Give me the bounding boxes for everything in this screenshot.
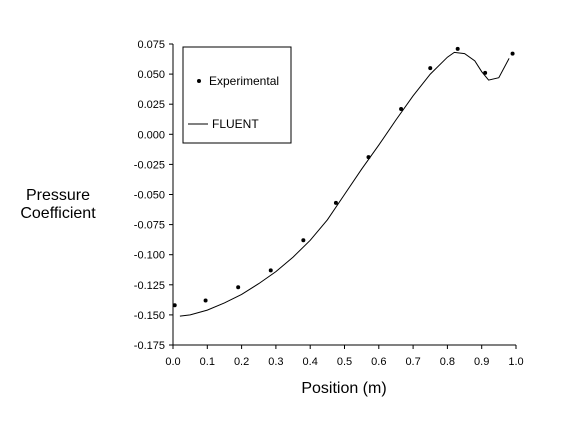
x-tick-label: 0.7: [405, 356, 420, 368]
y-axis-ticks: 0.075 0.050 0.025 0.000 -0.025 -0.050 -0.075 -0…: [134, 39, 173, 352]
y-tick-label: -0.175: [134, 340, 165, 352]
data-point-experimental: [203, 298, 208, 303]
y-tick-label: 0.025: [137, 99, 165, 111]
data-point-experimental: [172, 303, 177, 308]
y-tick-label: 0.000: [137, 129, 165, 141]
y-tick-label: 0.075: [137, 39, 165, 51]
x-axis-ticks: 0.0 0.1 0.2 0.3 0.4 0.5 0.6 0.7 0.8 0.9 1.0: [165, 345, 524, 368]
y-axis-title-line-1: Pressure: [26, 187, 90, 204]
x-tick-label: 0.6: [371, 356, 386, 368]
legend-label-experimental: Experimental: [209, 74, 279, 88]
series-layer: [172, 46, 515, 317]
x-tick-label: 0.0: [165, 356, 180, 368]
legend-box: [182, 46, 292, 144]
x-tick-label: 0.3: [268, 356, 283, 368]
data-point-experimental: [333, 200, 338, 205]
x-tick-label: 0.2: [234, 356, 249, 368]
data-point-experimental: [236, 285, 241, 290]
legend-marker-experimental: [197, 79, 201, 83]
y-tick-label: -0.075: [134, 220, 165, 232]
series-line-fluent: [179, 51, 510, 317]
legend: Experimental FLUENT: [182, 46, 292, 144]
y-tick-label: -0.125: [134, 280, 165, 292]
data-point-experimental: [268, 268, 273, 273]
x-tick-label: 0.8: [440, 356, 455, 368]
y-tick-label: -0.025: [134, 159, 165, 171]
data-point-experimental: [455, 46, 460, 51]
y-tick-label: -0.050: [134, 190, 165, 202]
data-point-experimental: [510, 51, 515, 56]
y-tick-label: -0.100: [134, 250, 165, 262]
legend-label-fluent: FLUENT: [212, 117, 259, 131]
x-tick-label: 0.1: [200, 356, 215, 368]
x-tick-label: 1.0: [508, 356, 523, 368]
y-axis-title-line-2: Coefficient: [20, 205, 96, 222]
y-tick-label: 0.050: [137, 69, 165, 81]
x-tick-label: 0.9: [474, 356, 489, 368]
y-tick-label: -0.150: [134, 310, 165, 322]
data-point-experimental: [428, 66, 433, 71]
x-axis-title: Position (m): [301, 380, 386, 397]
x-tick-label: 0.4: [303, 356, 318, 368]
data-point-experimental: [399, 107, 404, 112]
data-point-experimental: [301, 238, 306, 243]
x-tick-label: 0.5: [337, 356, 352, 368]
